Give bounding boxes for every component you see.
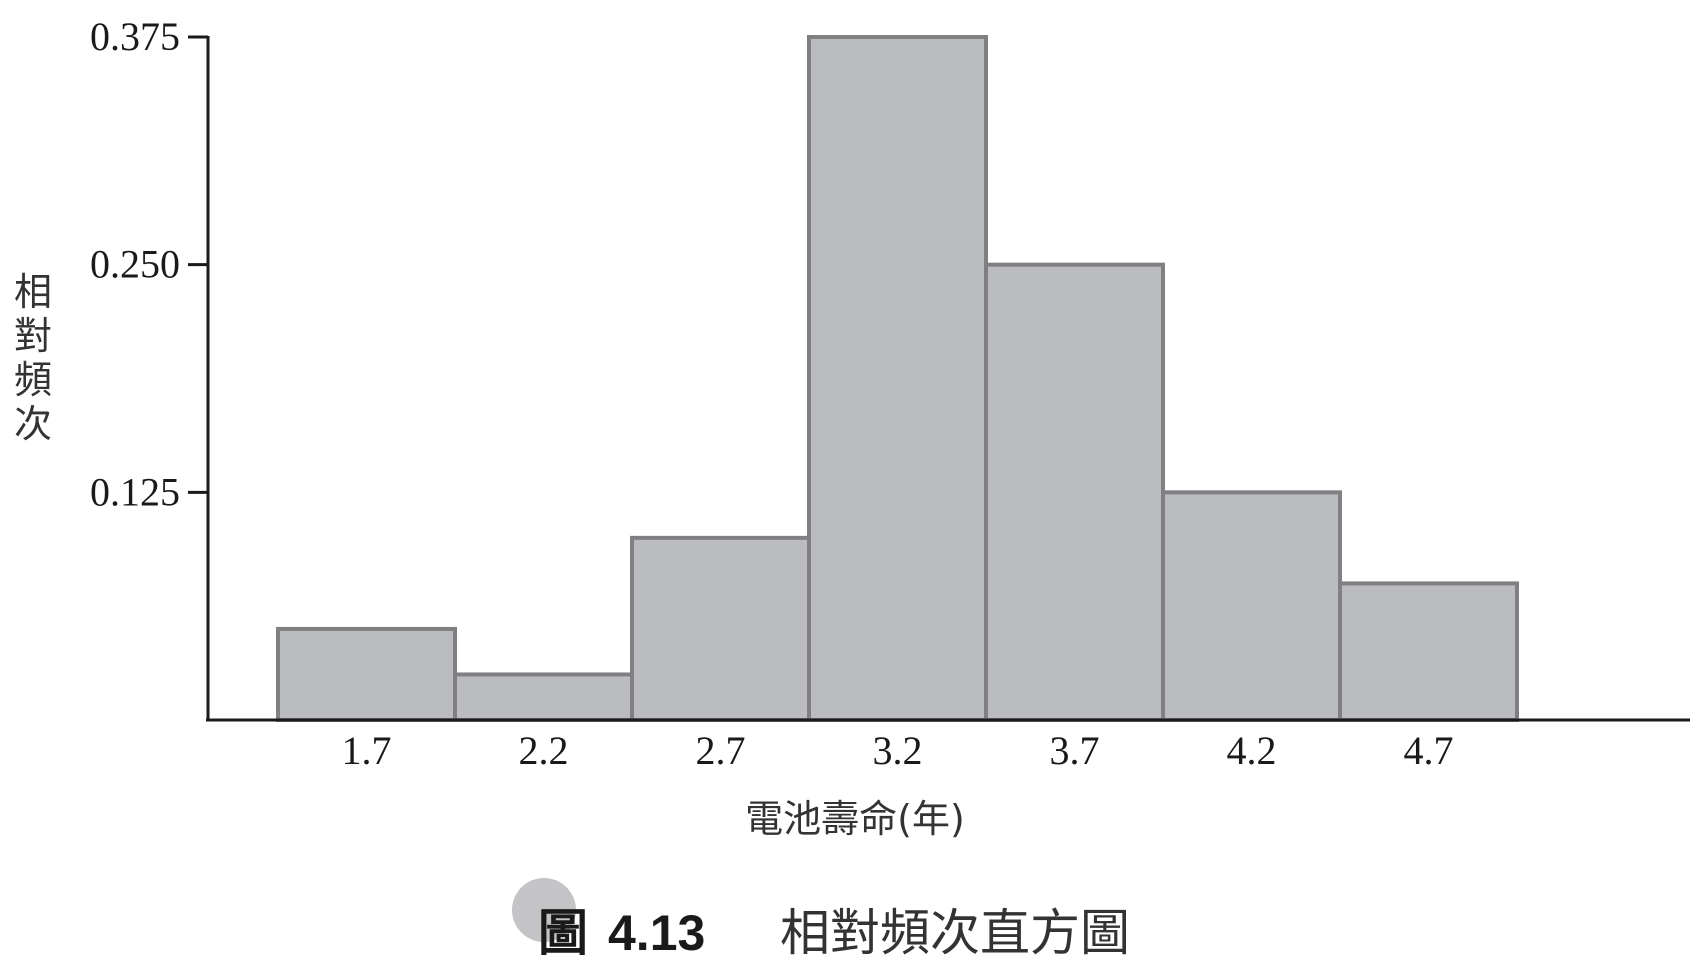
- caption-figure-number: 4.13: [608, 905, 705, 961]
- bar-4.7: [1338, 581, 1519, 723]
- x-tick-labels-group: 1.7 2.2 2.7 3.2 3.7 4.2 4.7: [342, 728, 1454, 773]
- y-tick-label: 0.125: [90, 469, 180, 514]
- bar-1.7: [276, 626, 457, 723]
- axes-group: [206, 36, 1690, 722]
- figure-caption: 圖 4.13 相對頻次直方圖: [512, 878, 1130, 962]
- bars-group: [276, 35, 1519, 723]
- bar-3.7: [984, 262, 1165, 722]
- caption-prefix: 圖: [538, 904, 588, 962]
- caption-title: 相對頻次直方圖: [780, 904, 1130, 962]
- x-tick-label: 2.2: [519, 728, 569, 773]
- y-axis-title: 相對頻次: [14, 270, 52, 446]
- bar-3.2: [807, 35, 988, 722]
- bar-4.2: [1161, 490, 1342, 723]
- x-tick-label: 4.2: [1227, 728, 1277, 773]
- bar-2.7: [630, 535, 811, 722]
- y-ticks-group: 0.125 0.250 0.375: [90, 14, 208, 514]
- x-axis-title: 電池壽命(年): [745, 797, 965, 841]
- y-tick-label: 0.375: [90, 14, 180, 59]
- y-tick-label: 0.250: [90, 242, 180, 287]
- x-tick-label: 3.7: [1050, 728, 1100, 773]
- x-tick-label: 4.7: [1404, 728, 1454, 773]
- x-tick-label: 3.2: [873, 728, 923, 773]
- caption-badge-circle: [512, 878, 576, 942]
- x-tick-label: 1.7: [342, 728, 392, 773]
- x-tick-label: 2.7: [696, 728, 746, 773]
- bar-2.2: [453, 672, 634, 723]
